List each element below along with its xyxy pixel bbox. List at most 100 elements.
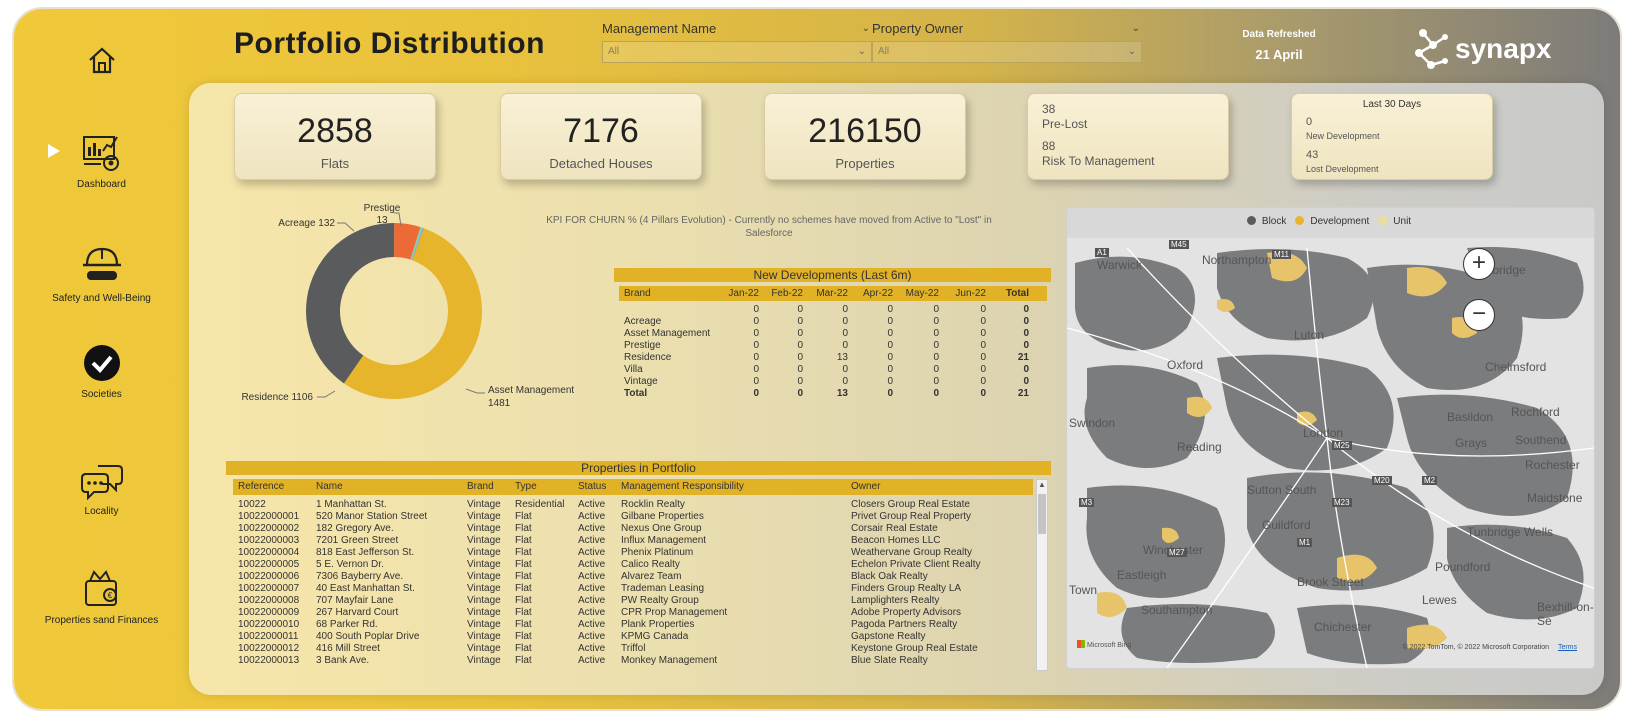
properties-col-header[interactable]: Brand (467, 481, 494, 492)
donut-slice-acreage[interactable] (394, 223, 421, 260)
new-dev-col-header[interactable]: Feb-22 (771, 288, 803, 299)
synapx-logo: synapx (1409, 23, 1584, 80)
table-row[interactable]: 10022000003 7201 Green Street Vintage Flat A… (233, 535, 1033, 547)
property-owner-dropdown[interactable]: All ⌄ (872, 41, 1142, 63)
properties-col-header[interactable]: Status (578, 481, 607, 492)
table-row[interactable]: 10022000002 182 Gregory Ave. Vintage Flat Ac… (233, 523, 1033, 535)
table-cell: Active (578, 535, 606, 546)
new-dev-cell: 0 (842, 376, 848, 387)
sidebar-item-properties-finances[interactable]: € Properties sand Finances (14, 569, 189, 626)
legend-item[interactable]: Block (1246, 216, 1289, 227)
table-cell: Blue Slate Realty (851, 655, 928, 666)
legend-item[interactable]: Development (1295, 216, 1372, 227)
kpi-card-last30: Last 30 Days 0 New Development 43 Lost D… (1291, 93, 1493, 180)
management-name-dropdown[interactable]: All ⌄ (602, 41, 872, 63)
sidebar-item-dashboard[interactable]: Dashboard (14, 131, 189, 190)
sidebar-item-home[interactable] (14, 45, 189, 75)
zoom-out-button[interactable]: − (1463, 299, 1495, 331)
map-visual[interactable]: Block Development Unit Warwick Northampton C… (1066, 207, 1595, 669)
chevron-down-icon[interactable]: ⌄ (861, 23, 870, 34)
brand-donut-chart: Asset Management 1481 Residence 1106 Acr… (241, 203, 574, 409)
scroll-up-icon[interactable]: ▲ (1038, 480, 1046, 489)
new-dev-cell: 0 (887, 376, 893, 387)
legend-dot-icon (1295, 216, 1305, 225)
new-dev-cell: 13 (836, 352, 848, 363)
table-row[interactable]: 10022 1 Manhattan St. Vintage Residential Ac… (233, 499, 1033, 511)
kpi-card-properties: 216150 Properties (764, 93, 966, 180)
new-dev-cell: 0 (933, 304, 939, 315)
new-dev-col-header[interactable]: Mar-22 (816, 288, 848, 299)
new-dev-col-header[interactable]: Jan-22 (728, 288, 759, 299)
table-cell: Nexus One Group (621, 523, 702, 534)
table-row[interactable]: 10022000005 5 E. Vernon Dr. Vintage Flat Act… (233, 559, 1033, 571)
sidebar-item-safety[interactable]: Safety and Well-Being (14, 243, 189, 304)
table-cell: Flat (515, 511, 532, 522)
chevron-down-icon[interactable]: ⌄ (1131, 23, 1140, 34)
donut-value-asset-management: 1481 (488, 398, 511, 409)
map-town-label: Eastleigh (1117, 568, 1167, 582)
table-cell: Gapstone Realty (851, 631, 926, 642)
donut-slice-other[interactable] (411, 227, 424, 261)
sidebar-item-label: Dashboard (77, 179, 126, 190)
table-cell: Triffol (621, 643, 646, 654)
zoom-in-button[interactable]: + (1463, 248, 1495, 280)
donut-slice-prestige[interactable] (410, 227, 424, 261)
table-cell: Closers Group Real Estate (851, 499, 970, 510)
legend-item[interactable]: Unit (1378, 216, 1414, 227)
table-cell: 182 Gregory Ave. (316, 523, 394, 534)
new-dev-col-header[interactable]: Brand (624, 288, 651, 299)
new-dev-col-header[interactable]: Jun-22 (955, 288, 986, 299)
properties-col-header[interactable]: Management Responsibility (621, 481, 744, 492)
table-row[interactable]: 10022000013 3 Bank Ave. Vintage Flat Active M… (233, 655, 1033, 667)
table-row[interactable]: 10022000012 416 Mill Street Vintage Flat Act… (233, 643, 1033, 655)
map-legend: Block Development Unit (1067, 216, 1594, 227)
map-town-label: Grays (1455, 436, 1488, 450)
new-dev-col-header[interactable]: Total (1005, 288, 1029, 299)
terms-link[interactable]: Terms (1557, 644, 1577, 651)
map-canvas[interactable] (1067, 208, 1594, 668)
table-row[interactable]: 10022000007 40 East Manhattan St. Vintage F… (233, 583, 1033, 595)
properties-col-header[interactable]: Type (515, 481, 537, 492)
table-cell: 10022000003 (238, 535, 300, 546)
properties-col-header[interactable]: Name (316, 481, 343, 492)
table-cell: 7306 Bayberry Ave. (316, 571, 404, 582)
table-row[interactable]: 10022000006 7306 Bayberry Ave. Vintage Flat… (233, 571, 1033, 583)
check-circle-icon (83, 345, 120, 381)
table-row[interactable]: 10022000010 68 Parker Rd. Vintage Flat Activ… (233, 619, 1033, 631)
table-row[interactable]: 10022000009 267 Harvard Court Vintage Flat A… (233, 607, 1033, 619)
table-row[interactable]: 10022000001 520 Manor Station Street Vinta… (233, 511, 1033, 523)
donut-slice-residence[interactable] (306, 223, 395, 384)
kpi-card-risk: 38 Pre-Lost 88 Risk To Management (1027, 93, 1229, 180)
new-dev-cell: Vintage (624, 376, 658, 387)
donut-slice-asset-management[interactable] (343, 228, 482, 399)
table-row[interactable]: 10022000004 818 East Jefferson St. Vintage… (233, 547, 1033, 559)
table-row[interactable]: 10022000011 400 South Poplar Drive Vintage… (233, 631, 1033, 643)
sidebar-item-locality[interactable]: Locality (14, 460, 189, 517)
map-town-label: Guildford (1262, 518, 1311, 532)
new-dev-col-header[interactable]: May-22 (905, 288, 939, 299)
table-cell: Keystone Group Real Estate (851, 643, 978, 654)
kpi-value: 216150 (808, 112, 922, 150)
data-refresh: Data Refreshed 21 April (1219, 29, 1339, 62)
new-dev-col-header[interactable]: Apr-22 (862, 288, 893, 299)
scroll-thumb[interactable] (1038, 494, 1046, 534)
table-cell: KPMG Canada (621, 631, 689, 642)
sidebar-item-societies[interactable]: Societies (14, 343, 189, 400)
new-dev-cell: 0 (933, 352, 939, 363)
table-cell: Active (578, 619, 606, 630)
map-town-label: Warwick (1097, 258, 1142, 272)
management-name-slicer[interactable]: Management Name ⌄ All ⌄ (602, 21, 872, 63)
new-dev-cell: Total (624, 388, 648, 399)
properties-col-header[interactable]: Reference (238, 481, 285, 492)
table-cell: Active (578, 571, 606, 582)
table-cell: Vintage (467, 499, 501, 510)
properties-col-header[interactable]: Owner (851, 481, 881, 492)
legend-label: Development (1310, 216, 1370, 227)
new-dev-cell: 0 (753, 364, 759, 375)
table-scrollbar[interactable]: ▲ (1036, 479, 1048, 671)
table-cell: Vintage (467, 523, 501, 534)
table-cell: Vintage (467, 643, 501, 654)
slicer-label: Management Name (602, 21, 717, 36)
property-owner-slicer[interactable]: Property Owner ⌄ All ⌄ (872, 21, 1142, 63)
table-row[interactable]: 10022000008 707 Mayfair Lane Vintage Flat Ac… (233, 595, 1033, 607)
